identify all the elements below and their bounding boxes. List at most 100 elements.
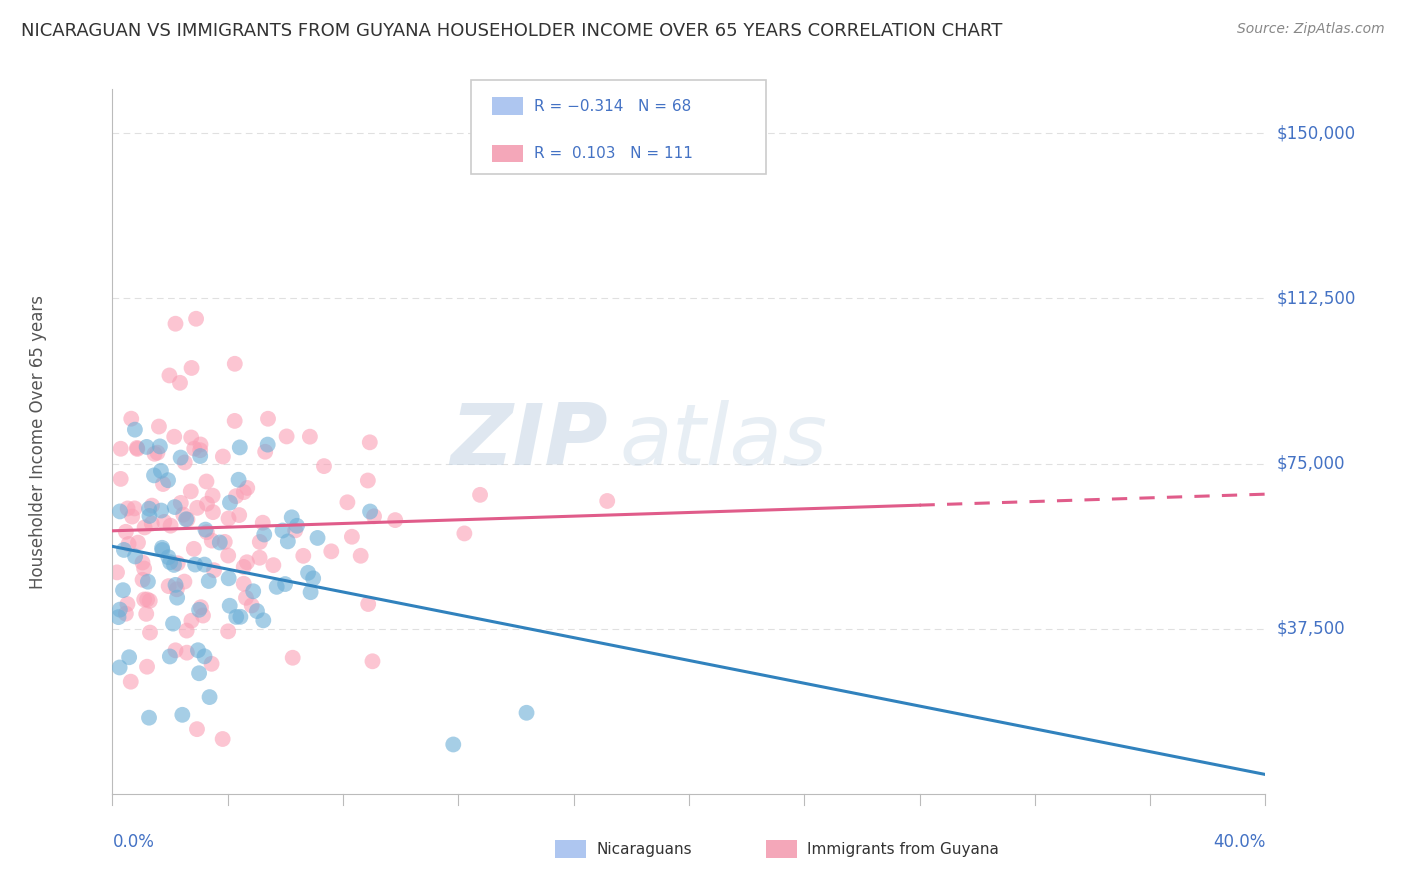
Text: $150,000: $150,000 [1277,124,1355,142]
Point [131,556,153,570]
Point [152,477,174,491]
Point [183,442,205,456]
Point [107,610,129,624]
Point [159,649,181,664]
Point [117,597,139,611]
Point [159,555,181,569]
Point [218,571,240,585]
Point [246,604,269,618]
Point [186,500,208,515]
Point [188,666,211,681]
Point [173,574,195,589]
Point [163,500,186,514]
Point [191,608,214,623]
Point [277,534,299,549]
Point [188,603,211,617]
Point [276,429,298,443]
Point [149,439,172,453]
Point [253,527,276,541]
Point [218,511,240,525]
Point [166,582,188,597]
Point [172,707,194,722]
Point [240,599,263,613]
Text: R = −0.314   N = 68: R = −0.314 N = 68 [534,99,692,113]
Point [153,515,176,529]
Point [166,556,188,570]
Point [198,690,221,704]
Point [180,361,202,376]
Point [359,504,381,518]
Point [173,455,195,469]
Point [225,489,247,503]
Point [201,533,224,548]
Point [249,550,271,565]
Text: $37,500: $37,500 [1277,620,1346,638]
Point [214,534,236,549]
Point [361,654,384,668]
Point [172,508,194,522]
Point [150,541,173,555]
Point [124,423,146,437]
Point [515,706,537,720]
Point [299,585,322,599]
Point [134,520,156,534]
Point [180,430,202,444]
Point [159,518,181,533]
Point [262,558,284,573]
Point [229,441,252,455]
Point [117,537,139,551]
Point [292,549,315,563]
Point [218,599,240,613]
Point [135,440,157,454]
Point [139,625,162,640]
Point [232,560,254,574]
Point [180,484,202,499]
Point [242,584,264,599]
Point [235,591,257,605]
Point [285,518,308,533]
Point [321,544,343,558]
Point [194,523,217,537]
Point [228,508,250,522]
Point [149,464,172,478]
Point [271,524,294,538]
Point [596,494,619,508]
Point [124,549,146,564]
Point [201,505,224,519]
Point [217,624,239,639]
Point [212,450,235,464]
Point [120,674,142,689]
Point [208,535,231,549]
Point [359,435,381,450]
Point [193,558,215,572]
Point [170,496,193,510]
Point [340,530,363,544]
Point [453,526,475,541]
Point [115,524,138,539]
Point [193,649,215,664]
Point [195,525,218,540]
Point [117,501,139,516]
Point [252,516,274,530]
Text: $75,000: $75,000 [1277,455,1346,473]
Point [195,475,218,489]
Point [131,573,153,587]
Point [165,578,187,592]
Point [188,443,211,458]
Point [184,558,207,572]
Point [165,317,187,331]
Point [124,501,146,516]
Point [121,509,143,524]
Point [350,549,373,563]
Point [202,563,225,577]
Point [190,600,212,615]
Point [363,509,385,524]
Point [219,495,242,509]
Point [312,459,335,474]
Point [297,566,319,580]
Point [157,550,180,565]
Point [197,574,219,588]
Point [108,504,131,518]
Point [163,558,186,572]
Point [112,543,135,558]
